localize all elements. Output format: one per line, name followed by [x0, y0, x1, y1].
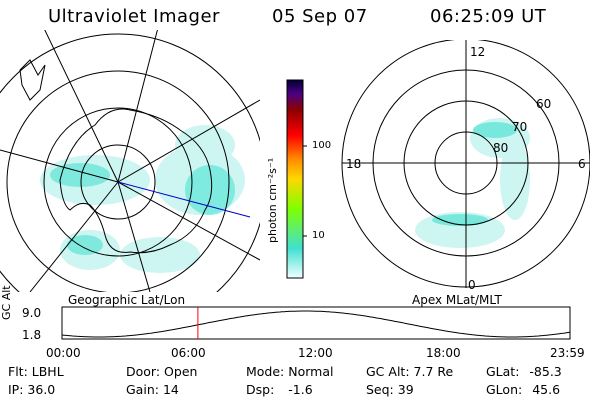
- altitude-curve: [61, 310, 571, 338]
- date-label: 05 Sep 07: [272, 6, 368, 27]
- apex-label: Apex MLat/MLT: [412, 293, 502, 307]
- info-gain: Gain: 14: [126, 382, 179, 397]
- geographic-map: [0, 30, 260, 292]
- mlt-label-12: 12: [470, 45, 486, 59]
- mlt-label-18: 18: [346, 157, 362, 171]
- alt-xtick-1: 06:00: [171, 346, 206, 360]
- info-seq: Seq: 39: [366, 382, 414, 397]
- alt-xtick-2: 12:00: [298, 346, 333, 360]
- altitude-plot: [61, 306, 571, 340]
- alt-xtick-4: 23:59: [550, 346, 585, 360]
- colorbar-tick-100: 100: [312, 140, 332, 151]
- mlt-label-0: 0: [468, 278, 476, 292]
- info-door: Door: Open: [126, 364, 198, 379]
- mlat-label-70: 70: [512, 120, 528, 134]
- colorbar-unit: photon cm⁻²s⁻¹: [266, 158, 279, 243]
- apex-map: [341, 40, 590, 288]
- info-glon: GLon: 45.6: [486, 382, 561, 397]
- info-mode: Mode: Normal: [246, 364, 334, 379]
- colorbar-tick-10: 10: [312, 230, 325, 241]
- alt-ytick-high: 9.0: [22, 306, 42, 320]
- colorbar: photon cm⁻²s⁻¹: [266, 79, 307, 279]
- mlat-label-60: 60: [536, 97, 552, 111]
- info-gcalt: GC Alt: 7.7 Re: [366, 364, 454, 379]
- time-label: 06:25:09 UT: [430, 6, 547, 27]
- info-ip: IP: 36.0: [8, 382, 56, 397]
- alt-xtick-0: 00:00: [46, 346, 81, 360]
- info-flt: Flt: LBHL: [8, 364, 64, 379]
- alt-ytick-low: 1.8: [22, 328, 42, 342]
- instrument-title: Ultraviolet Imager: [48, 6, 220, 27]
- alt-xtick-3: 18:00: [426, 346, 461, 360]
- info-dsp: Dsp: -1.6: [246, 382, 313, 397]
- mlt-label-6: 6: [578, 157, 586, 171]
- geographic-label: Geographic Lat/Lon: [68, 293, 186, 307]
- alt-ylabel: GC Alt: [0, 285, 13, 320]
- info-glat: GLat: -85.3: [486, 364, 562, 379]
- mlat-label-80: 80: [493, 141, 509, 155]
